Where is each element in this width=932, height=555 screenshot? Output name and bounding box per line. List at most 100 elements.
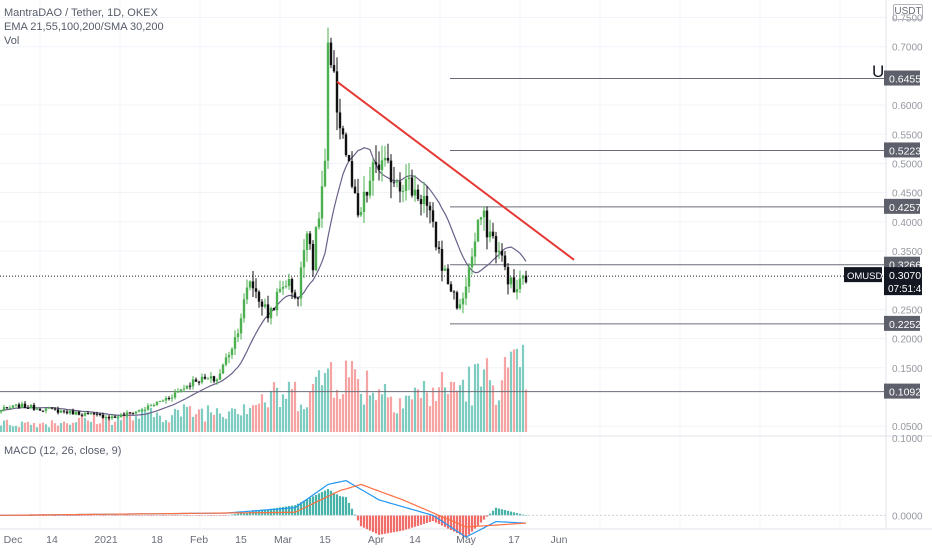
volume-bar xyxy=(2,420,6,432)
macd-histogram-bar xyxy=(308,497,312,516)
candle-body xyxy=(140,409,144,411)
macd-label[interactable]: MACD (12, 26, close, 9) xyxy=(4,445,122,457)
macd-histogram-bar xyxy=(359,515,363,527)
volume-bar xyxy=(497,400,501,432)
volume-bar xyxy=(29,424,33,432)
volume-bar xyxy=(266,407,270,432)
macd-histogram-bar xyxy=(374,515,378,534)
candle-body xyxy=(0,409,3,412)
volume-bar xyxy=(470,405,474,432)
candle-body xyxy=(476,219,480,242)
candle-body xyxy=(209,376,213,379)
volume-bar xyxy=(230,408,234,432)
price-axis-tick: 0.2500 xyxy=(892,305,923,316)
indicator-label[interactable]: EMA 21,55,100,200/SMA 30,200 xyxy=(4,21,164,33)
macd-histogram-bar xyxy=(326,489,330,516)
candle-body xyxy=(137,410,141,412)
volume-bar xyxy=(452,382,456,432)
macd-axis-tick: 0.0000 xyxy=(892,511,923,522)
candle-body xyxy=(20,403,24,408)
volume-bar xyxy=(191,416,195,432)
candle-body xyxy=(263,304,267,307)
price-axis-tick: 0.3500 xyxy=(892,247,923,258)
macd-histogram-bar xyxy=(332,492,336,516)
macd-histogram-bar xyxy=(281,506,285,516)
candle-body xyxy=(41,410,45,412)
macd-histogram-bar xyxy=(398,515,402,532)
candle-body xyxy=(368,180,372,196)
volume-bar xyxy=(20,421,24,432)
level-price-tag xyxy=(884,383,920,399)
macd-histogram-bar xyxy=(386,515,390,534)
candle-body xyxy=(176,390,180,393)
candle-body xyxy=(50,407,54,409)
candle-body xyxy=(452,291,456,293)
volume-bar xyxy=(275,387,279,432)
candle-body xyxy=(314,227,318,271)
macd-histogram-bar xyxy=(296,503,300,516)
macd-histogram-bar xyxy=(344,497,348,516)
candle-body xyxy=(287,279,291,286)
volume-bar xyxy=(416,389,420,432)
candle-body xyxy=(374,162,378,165)
candle-body xyxy=(320,186,324,219)
volume-bar xyxy=(290,388,294,432)
volume-bar xyxy=(434,401,438,432)
candle-body xyxy=(515,289,519,293)
volume-bar xyxy=(146,412,150,432)
macd-histogram-bar xyxy=(452,515,456,532)
macd-histogram-bar xyxy=(353,514,357,516)
candle-body xyxy=(161,400,165,402)
volume-bar xyxy=(206,405,210,432)
candle-body xyxy=(8,407,12,409)
volume-bar xyxy=(359,393,363,432)
candle-body xyxy=(479,217,483,220)
volume-label[interactable]: Vol xyxy=(4,35,20,47)
currency-unit-badge[interactable]: USDT xyxy=(893,4,923,20)
volume-bar xyxy=(287,381,291,432)
macd-histogram-bar xyxy=(161,515,165,516)
macd-histogram-bar xyxy=(278,507,282,516)
candle-body xyxy=(71,410,75,415)
candle-body xyxy=(455,292,459,309)
volume-bar xyxy=(347,377,351,432)
volume-bar xyxy=(425,392,429,432)
macd-histogram-bar xyxy=(368,515,372,531)
macd-histogram-bar xyxy=(338,496,342,516)
macd-histogram-bar xyxy=(416,515,420,526)
candle-body xyxy=(5,407,9,409)
candle-body xyxy=(434,221,438,248)
candle-body xyxy=(59,410,63,413)
candle-body xyxy=(242,299,246,319)
volume-bar xyxy=(113,421,117,432)
volume-bar xyxy=(419,397,423,432)
price-axis-tick: 0.4500 xyxy=(892,189,923,200)
level-price-label: 0.6455 xyxy=(889,74,921,86)
macd-histogram-bar xyxy=(125,515,129,516)
candle-body xyxy=(188,385,192,387)
macd-histogram-bar xyxy=(371,515,375,532)
candle-body xyxy=(359,212,363,216)
candle-body xyxy=(278,288,282,292)
volume-bar xyxy=(389,396,393,432)
candle-body xyxy=(425,195,429,206)
volume-bar xyxy=(131,420,135,432)
volume-bar xyxy=(182,404,186,432)
volume-bar xyxy=(173,408,177,432)
current-price-label: 0.3070 xyxy=(889,270,921,282)
volume-bar xyxy=(254,405,258,432)
symbol-title[interactable]: MantraDAO / Tether, 1D, OKEX xyxy=(4,7,158,19)
macd-histogram-bar xyxy=(434,515,438,523)
candle-body xyxy=(392,182,396,184)
candle-body xyxy=(383,157,387,161)
macd-histogram-bar xyxy=(488,513,492,516)
candle-body xyxy=(500,250,504,256)
candle-body xyxy=(497,250,501,253)
volume-bar xyxy=(422,380,426,432)
candle-body xyxy=(152,405,156,407)
volume-bar xyxy=(485,358,489,432)
volume-bar xyxy=(218,413,222,432)
price-axis-tick: 0.0500 xyxy=(892,422,923,433)
candle-body xyxy=(302,249,306,268)
